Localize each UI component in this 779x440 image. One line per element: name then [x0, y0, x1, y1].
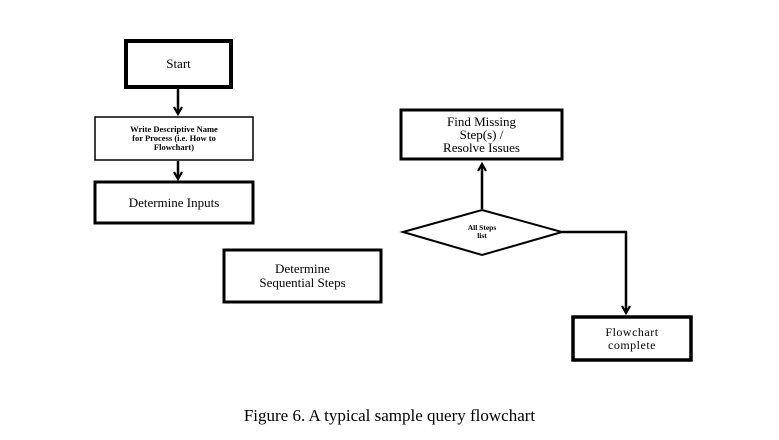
complete-label: Flowchart complete: [605, 324, 659, 352]
write-name-label: Write Descriptive Name for Process (i.e.…: [130, 124, 218, 152]
start-label: Start: [166, 56, 191, 72]
figure-caption: Figure 6. A typical sample query flowcha…: [243, 406, 536, 425]
find-missing-box: [399, 108, 564, 161]
write-name-box: [94, 116, 254, 161]
complete-box: [571, 315, 693, 362]
determine-steps-label: Determine Sequential Steps: [259, 261, 346, 290]
arrow-decision-to-complete: [562, 230, 626, 313]
start-box: [124, 39, 233, 89]
decision-label: All Steps list: [467, 223, 497, 240]
determine-inputs-box: [93, 180, 255, 225]
determine-inputs-label: Determine Inputs: [128, 194, 220, 210]
determine-steps-box: [222, 248, 383, 304]
find-missing-label: Find Missing Step(s) / Resolve Issues: [443, 114, 520, 155]
